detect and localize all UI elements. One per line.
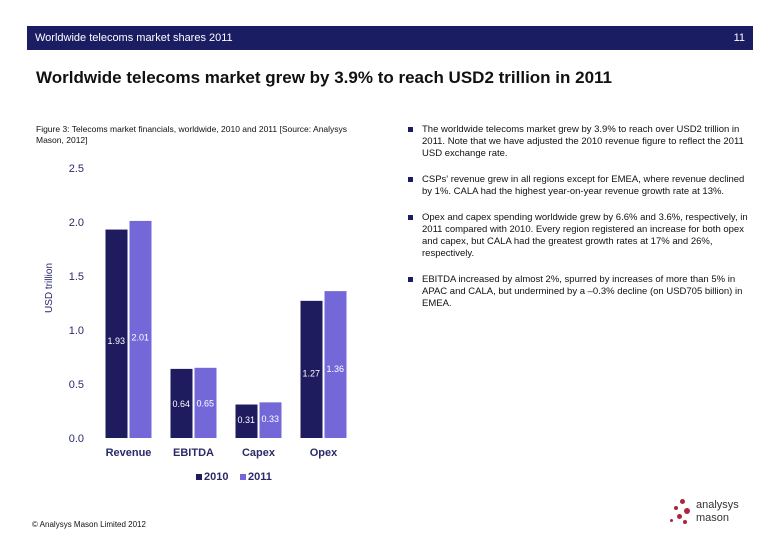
data-label: 0.65 (197, 398, 215, 408)
bullet-square-icon (408, 277, 413, 282)
x-tick-label: Opex (310, 447, 338, 459)
company-logo: analysys mason (668, 493, 768, 533)
data-label: 2.01 (132, 332, 150, 342)
bullet-item: CSPs' revenue grew in all regions except… (408, 174, 748, 198)
y-tick-label: 0.5 (69, 379, 84, 391)
header-title: Worldwide telecoms market shares 2011 (35, 32, 233, 44)
bar-chart: USD trillion 0.0 0.5 1.0 1.5 2.0 2.5 1.93 2.01… (44, 163, 347, 483)
bar-2010-revenue (105, 229, 128, 438)
figure-caption: Figure 3: Telecoms market financials, wo… (36, 124, 348, 145)
data-label: 1.93 (108, 336, 126, 346)
x-tick-label: EBITDA (173, 447, 214, 459)
bar-2011-revenue (129, 220, 152, 438)
bullet-item: EBITDA increased by almost 2%, spurred b… (408, 274, 748, 310)
header-bar: Worldwide telecoms market shares 2011 11 (27, 26, 753, 50)
bar-2010-opex (300, 300, 323, 438)
x-tick-label: Revenue (106, 447, 152, 459)
y-tick-label: 2.5 (69, 163, 84, 175)
data-label: 0.31 (238, 415, 256, 425)
legend-swatch (196, 474, 202, 480)
bar-2010-capex (235, 404, 258, 438)
page-title: Worldwide telecoms market grew by 3.9% t… (36, 68, 612, 87)
bullet-list: The worldwide telecoms market grew by 3.… (408, 124, 748, 324)
bullet-square-icon (408, 215, 413, 220)
y-tick-label: 0.0 (69, 433, 84, 445)
data-label: 1.27 (303, 368, 321, 378)
bullet-item: The worldwide telecoms market grew by 3.… (408, 124, 748, 160)
legend-label: 2010 (204, 471, 228, 483)
x-tick-label: Capex (242, 447, 276, 459)
logo-word-1: analysys (696, 499, 739, 511)
bar-2010-ebitda (170, 368, 193, 438)
y-tick-label: 2.0 (69, 217, 84, 229)
legend-label: 2011 (248, 471, 272, 483)
data-label: 0.64 (173, 399, 191, 409)
bar-2011-capex (259, 402, 282, 438)
y-axis-label: USD trillion (44, 263, 55, 313)
page-number: 11 (733, 32, 745, 44)
data-label: 1.36 (327, 364, 345, 374)
bullet-square-icon (408, 177, 413, 182)
y-tick-label: 1.0 (69, 325, 84, 337)
bar-2011-ebitda (194, 367, 217, 438)
data-label: 0.33 (262, 414, 280, 424)
legend-swatch (240, 474, 246, 480)
bullet-item: Opex and capex spending worldwide grew b… (408, 212, 748, 260)
bar-2011-opex (324, 291, 347, 438)
y-tick-label: 1.5 (69, 271, 84, 283)
bullet-square-icon (408, 127, 413, 132)
footer-copyright: © Analysys Mason Limited 2012 (32, 520, 146, 529)
logo-dots-icon (668, 499, 692, 529)
logo-word-2: mason (696, 512, 730, 524)
